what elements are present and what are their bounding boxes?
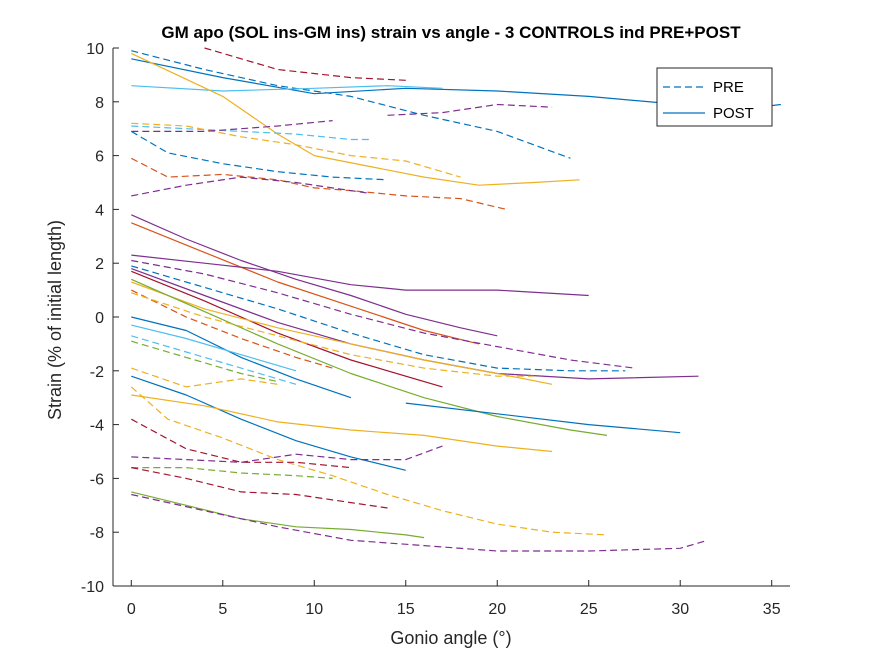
y-tick-label: 6 [95,149,104,166]
series-line-solid-3 [131,85,443,92]
series-line-solid-23 [131,316,352,399]
legend: PRE POST [656,67,773,127]
y-ticks: -10 -8 -6 -4 -2 0 2 4 6 8 10 [81,41,119,596]
x-tick-label: 0 [127,601,136,618]
series-line-solid-19 [131,281,553,385]
series-line-dashed-11 [131,176,370,197]
series-line-dashed-34 [131,467,333,479]
x-tick-label: 30 [671,601,689,618]
series-line-dashed-15 [131,259,635,369]
series-line-solid-14 [131,254,589,297]
series-line-dashed-32 [131,418,351,469]
series-line-solid-20 [131,278,608,436]
y-tick-label: 4 [95,202,104,219]
x-tick-label: 15 [397,601,415,618]
legend-label-post: POST [713,105,754,122]
series-line-dashed-35 [131,467,388,509]
series-line-solid-29 [405,402,681,434]
series-line-dashed-22 [131,292,534,377]
series-line-solid-24 [131,324,297,372]
series-line-dashed-6 [131,125,370,141]
legend-label-pre: PRE [713,79,744,96]
y-tick-label: -10 [81,579,104,596]
series-line-dashed-25 [131,335,297,385]
y-tick-label: -6 [90,471,104,488]
series-line-dashed-9 [130,130,388,181]
series-line-solid-30 [131,394,553,453]
y-tick-label: 10 [86,41,104,58]
x-axis-label: Gonio angle (°) [390,628,511,648]
series-line-dashed-37 [131,493,708,552]
series-line-solid-28 [131,375,406,471]
series-line-dashed-16 [131,265,626,372]
series-line-solid-4 [131,52,580,186]
y-tick-label: 2 [95,256,104,273]
series-line-solid-36 [131,491,425,539]
x-tick-label: 10 [305,601,323,618]
y-axis-label: Strain (% of initial length) [45,220,65,420]
x-tick-label: 20 [488,601,506,618]
y-tick-label: 8 [95,95,104,112]
series-line-dashed-33 [131,445,443,463]
series-line-dashed-27 [131,367,278,388]
plot-area [113,48,790,586]
series-line-dashed-10 [131,157,507,210]
x-tick-label: 35 [763,601,781,618]
series-line-dashed-8 [131,120,333,132]
series-line-dashed-5 [387,103,553,116]
y-tick-label: 0 [95,310,104,327]
y-tick-label: -2 [90,364,104,381]
x-tick-label: 5 [218,601,227,618]
series-layer [130,47,781,552]
legend-box [656,67,773,127]
x-tick-label: 25 [580,601,598,618]
series-line-dashed-21 [131,289,333,369]
series-line-dashed-26 [131,340,278,383]
series-line-solid-12 [131,214,498,337]
x-ticks: 0 5 10 15 20 25 30 35 [127,580,781,618]
series-line-dashed-31 [130,386,608,536]
chart-title: GM apo (SOL ins-GM ins) strain vs angle … [161,23,741,42]
series-line-dashed-7 [131,122,461,178]
series-line-dashed-0 [204,47,406,81]
y-tick-label: -8 [90,525,104,542]
y-tick-label: -4 [90,418,104,435]
series-line-solid-13 [131,222,480,345]
series-line-solid-18 [131,270,443,388]
series-line-dashed-1 [131,50,571,159]
